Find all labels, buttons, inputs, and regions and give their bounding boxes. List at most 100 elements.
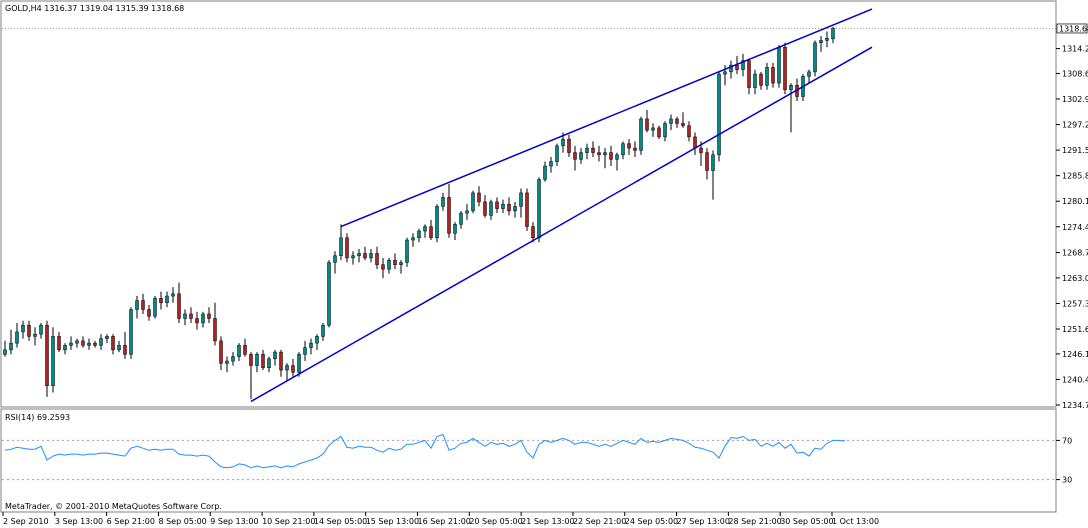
rsi-axis-label: 70 bbox=[1062, 436, 1072, 445]
candle-body bbox=[279, 351, 283, 371]
candle bbox=[213, 302, 217, 346]
candle-body bbox=[573, 152, 577, 160]
candle bbox=[411, 233, 415, 247]
candle bbox=[819, 36, 823, 52]
candle-body bbox=[807, 71, 811, 77]
price-panel[interactable]: GOLD,H4 1316.37 1319.04 1315.39 1318.68 bbox=[0, 0, 1057, 408]
candle-body bbox=[75, 340, 79, 344]
candle bbox=[273, 349, 277, 366]
time-axis-label: 15 Sep 13:00 bbox=[366, 517, 419, 526]
candle bbox=[69, 336, 73, 350]
rsi-title: RSI(14) 69.2593 bbox=[5, 413, 70, 422]
time-axis[interactable]: 2 Sep 2010 3 Sep 13:00 6 Sep 21:00 8 Sep 05… bbox=[2, 512, 879, 526]
candle-body bbox=[333, 255, 337, 263]
candle bbox=[45, 320, 49, 397]
candle bbox=[633, 141, 637, 158]
candle-body bbox=[783, 46, 787, 91]
candle-body bbox=[441, 197, 445, 207]
candle-body bbox=[717, 73, 721, 156]
candle-body bbox=[111, 336, 115, 351]
time-axis-label: 24 Sep 05:00 bbox=[625, 517, 678, 526]
candle bbox=[57, 331, 61, 353]
candle bbox=[447, 183, 451, 238]
candle-body bbox=[549, 161, 553, 167]
candle-body bbox=[501, 203, 505, 209]
time-axis-label: 27 Sep 13:00 bbox=[677, 517, 730, 526]
candle-body bbox=[393, 259, 397, 265]
candle bbox=[621, 141, 625, 160]
candle-body bbox=[627, 143, 631, 149]
candle bbox=[717, 71, 721, 162]
candle bbox=[303, 340, 307, 362]
candle-body bbox=[411, 237, 415, 241]
candle bbox=[825, 31, 829, 48]
candle bbox=[177, 282, 181, 323]
candle bbox=[219, 336, 223, 371]
candle bbox=[201, 311, 205, 328]
rsi-panel[interactable]: RSI(14) 69.2593 MetaTrader, © 2001-2010 … bbox=[0, 408, 1057, 513]
footer-copyright: MetaTrader, © 2001-2010 MetaQuotes Softw… bbox=[5, 502, 222, 511]
candle bbox=[507, 197, 511, 216]
candle bbox=[333, 251, 337, 274]
candle bbox=[111, 334, 115, 355]
candle bbox=[705, 148, 709, 180]
candle-body bbox=[117, 345, 121, 351]
candle bbox=[495, 197, 499, 214]
candle bbox=[759, 71, 763, 90]
current-price-box bbox=[1056, 23, 1088, 34]
candle bbox=[753, 69, 757, 95]
candle bbox=[267, 356, 271, 373]
candle bbox=[675, 116, 679, 128]
candle bbox=[813, 40, 817, 77]
candle bbox=[183, 309, 187, 326]
candle bbox=[117, 340, 121, 353]
candle bbox=[663, 121, 667, 142]
candle-body bbox=[609, 152, 613, 160]
candle bbox=[321, 322, 325, 341]
candle bbox=[297, 352, 301, 377]
candle-body bbox=[825, 37, 829, 41]
candle-body bbox=[831, 28, 835, 40]
channel-lower-trendline[interactable] bbox=[250, 46, 873, 403]
candle-body bbox=[765, 67, 769, 86]
candle bbox=[519, 188, 523, 218]
candle-body bbox=[621, 143, 625, 156]
candle bbox=[21, 320, 25, 339]
candle-body bbox=[207, 313, 211, 319]
time-axis-label: 30 Sep 05:00 bbox=[780, 517, 833, 526]
candle bbox=[327, 260, 331, 328]
candle-body bbox=[243, 345, 247, 355]
candle-body bbox=[681, 123, 685, 126]
candle-body bbox=[639, 118, 643, 151]
candle-body bbox=[735, 64, 739, 70]
candle bbox=[135, 296, 139, 319]
candle-body bbox=[777, 46, 781, 84]
price-axis[interactable]: 1234.70 1240.40 1246.10 1251.65 1257.35 1263.… bbox=[1056, 45, 1088, 410]
time-axis-label: 2 Sep 2010 bbox=[3, 517, 49, 526]
channel-lines-group[interactable] bbox=[250, 8, 873, 403]
candle-body bbox=[387, 259, 391, 270]
candle-body bbox=[693, 136, 697, 149]
candle-body bbox=[585, 147, 589, 153]
price-axis-label: 1280.15 bbox=[1062, 197, 1088, 206]
candle-body bbox=[525, 192, 529, 227]
candle bbox=[189, 307, 193, 323]
candle bbox=[477, 186, 481, 207]
candle-body bbox=[705, 152, 709, 171]
candle-body bbox=[747, 60, 751, 88]
candle bbox=[285, 363, 289, 382]
candle bbox=[549, 157, 553, 173]
price-axis-label: 1314.20 bbox=[1062, 45, 1088, 54]
channel-upper-trendline[interactable] bbox=[340, 8, 873, 228]
candle-body bbox=[327, 262, 331, 326]
candle bbox=[363, 246, 367, 261]
candle-body bbox=[399, 262, 403, 265]
candle-body bbox=[537, 179, 541, 239]
candle-body bbox=[165, 295, 169, 304]
candle-body bbox=[159, 298, 163, 304]
candle bbox=[615, 152, 619, 171]
candle-body bbox=[483, 201, 487, 216]
candle bbox=[651, 123, 655, 137]
candle bbox=[657, 125, 661, 140]
candle-body bbox=[135, 300, 139, 310]
